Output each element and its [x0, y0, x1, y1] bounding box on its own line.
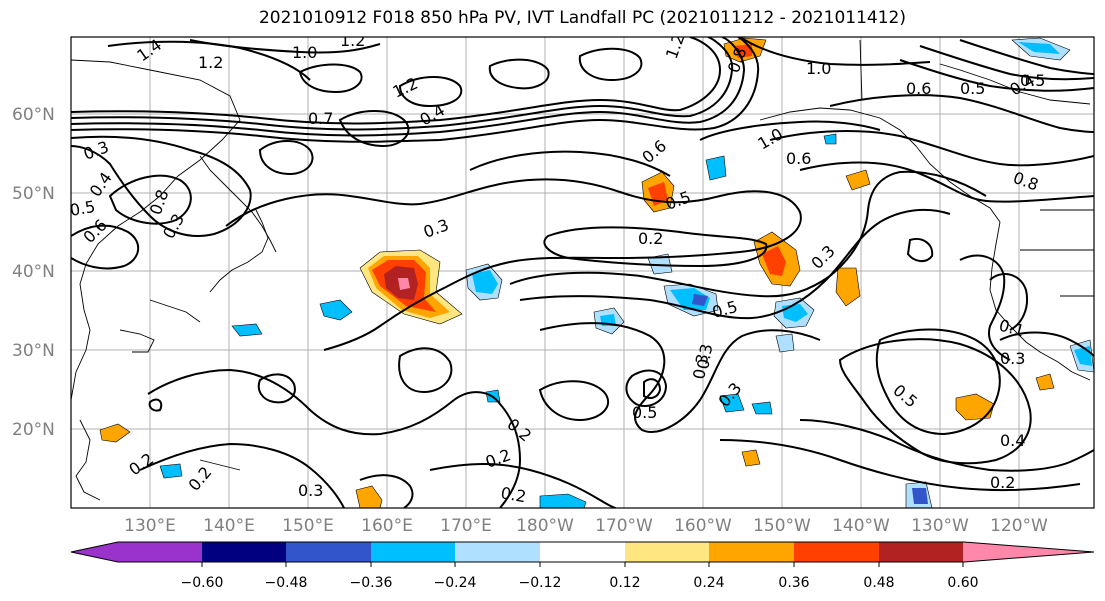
lon-label: 140°W — [832, 516, 890, 536]
contour-label: 0.3 — [693, 342, 716, 370]
contour-label: 0.3 — [1000, 349, 1025, 368]
lon-label: 180°W — [516, 516, 574, 536]
latitude-labels: 60°N 50°N 40°N 30°N 20°N — [12, 105, 55, 440]
coastlines — [71, 39, 1094, 501]
longitude-labels: 130°E 140°E 150°E 160°E 170°E 180°W 170°… — [124, 516, 1048, 536]
lat-label-40n: 40°N — [12, 262, 55, 282]
contour-label: 1.2 — [340, 31, 365, 50]
colorbar-tick-label: 0.36 — [778, 575, 809, 591]
pv-contours — [71, 37, 1094, 508]
lon-label: 130°E — [124, 516, 176, 536]
lat-label-20n: 20°N — [12, 420, 55, 440]
colorbar-tick-label: 0.12 — [609, 575, 640, 591]
lon-label: 140°E — [203, 516, 255, 536]
colorbar-block — [371, 542, 455, 562]
contour-label: 0.4 — [1000, 431, 1025, 450]
colorbar-tick-label: −0.48 — [265, 575, 308, 591]
lat-label-30n: 30°N — [12, 341, 55, 361]
colorbar-block — [455, 542, 540, 562]
colorbar-tick-label: 0.48 — [863, 575, 894, 591]
lon-label: 160°W — [674, 516, 732, 536]
contour-label: 0.7 — [308, 109, 333, 128]
colorbar-block — [709, 542, 794, 562]
colorbar-block — [625, 542, 709, 562]
colorbar-ticks — [201, 562, 964, 567]
contour-label: 0.3 — [298, 481, 323, 500]
colorbar-block — [879, 542, 963, 562]
contour-label: 0.2 — [638, 229, 663, 248]
colorbar-block — [118, 542, 202, 562]
colorbar-tick-label: 0.60 — [947, 575, 978, 591]
lon-label: 120°W — [990, 516, 1048, 536]
contour-label: 0.5 — [960, 79, 985, 98]
map-title: 2021010912 F018 850 hPa PV, IVT Landfall… — [258, 8, 906, 28]
colorbar-tick-label: −0.12 — [519, 575, 562, 591]
contour-label: 1.2 — [198, 53, 223, 72]
colorbar-tick-label: 0.24 — [693, 575, 724, 591]
colorbar-tick-labels: −0.60 −0.48 −0.36 −0.24 −0.12 0.12 0.24 … — [181, 575, 979, 591]
colorbar-tick-label: −0.24 — [434, 575, 477, 591]
contour-label: 0.6 — [906, 79, 931, 98]
lon-label: 170°E — [440, 516, 492, 536]
lon-label: 150°E — [282, 516, 334, 536]
contour-label: 1.0 — [292, 43, 317, 62]
lon-label: 160°E — [361, 516, 413, 536]
colorbar-block — [202, 542, 286, 562]
contour-label: 0.2 — [990, 473, 1015, 492]
map-panel: 1.4 1.2 1.2 1.0 1.2 1.0 0.8 1.2 0.6 0.5 … — [68, 31, 1094, 508]
colorbar-extend-low — [71, 542, 118, 562]
lat-label-50n: 50°N — [12, 184, 55, 204]
contour-label: 0.2 — [499, 483, 527, 506]
colorbar-tick-label: −0.60 — [181, 575, 224, 591]
contour-label: 1.0 — [806, 59, 831, 78]
colorbar-block — [540, 542, 625, 562]
colorbar-tick-label: −0.36 — [350, 575, 393, 591]
lon-label: 150°W — [753, 516, 811, 536]
colorbar-block — [794, 542, 879, 562]
lon-label: 130°W — [911, 516, 969, 536]
colorbar-extend-high — [963, 542, 1094, 562]
map-frame — [70, 36, 1095, 509]
contour-label: 0.5 — [632, 403, 657, 422]
contour-label: 0.3 — [689, 352, 712, 380]
colorbar-blocks — [71, 542, 1094, 562]
contour-label: 0.6 — [786, 149, 811, 168]
contour-label: 0.5 — [68, 197, 96, 220]
colorbar-block — [286, 542, 371, 562]
colorbar: −0.60 −0.48 −0.36 −0.24 −0.12 0.12 0.24 … — [70, 541, 1095, 591]
contour-label: 0.5 — [1020, 71, 1045, 90]
lat-label-60n: 60°N — [12, 105, 55, 125]
lon-label: 170°W — [595, 516, 653, 536]
